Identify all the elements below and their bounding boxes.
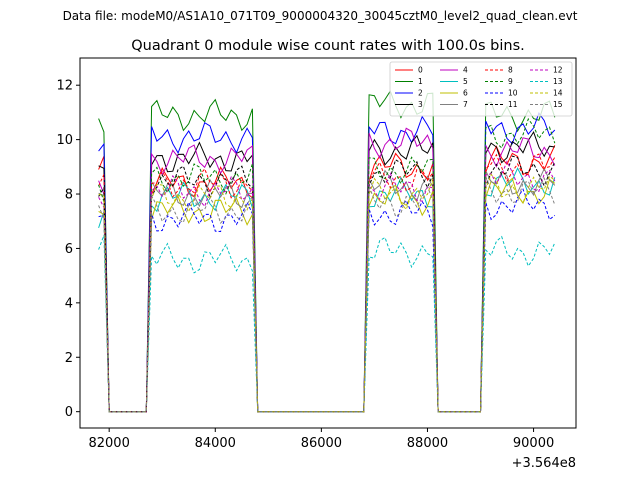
series-line-9: [98, 117, 556, 413]
series-line-11: [98, 155, 556, 413]
series-line-2: [98, 112, 556, 413]
y-tick-label: 10: [56, 133, 73, 148]
series-line-12: [98, 160, 556, 413]
series-line-6: [98, 177, 556, 413]
series-line-15: [98, 176, 556, 413]
x-tick-label: 86000: [301, 436, 342, 451]
legend-label-11: 11: [508, 100, 518, 109]
x-tick-label: 88000: [407, 436, 448, 451]
legend-label-8: 8: [508, 66, 513, 75]
y-tick-label: 4: [65, 296, 73, 311]
legend-label-2: 2: [418, 89, 423, 98]
legend-label-6: 6: [463, 89, 468, 98]
x-tick-label: 84000: [195, 436, 236, 451]
legend-label-4: 4: [463, 66, 468, 75]
y-tick-label: 0: [65, 405, 73, 420]
legend-label-13: 13: [553, 77, 563, 86]
series-line-10: [98, 188, 556, 413]
y-tick-label: 6: [65, 242, 73, 257]
legend-label-10: 10: [508, 89, 518, 98]
legend-label-9: 9: [508, 77, 513, 86]
x-offset-label: +3.564e8: [512, 456, 576, 471]
y-tick-label: 2: [65, 351, 73, 366]
legend-label-3: 3: [418, 100, 423, 109]
x-axis: 82000 84000 86000 88000 90000: [88, 428, 554, 451]
plot-frame: [79, 57, 577, 429]
series-layer: [98, 89, 556, 413]
x-tick-label: 82000: [88, 436, 129, 451]
y-axis: 0 2 4 6 8 10 12: [56, 79, 80, 420]
chart-title: Quadrant 0 module wise count rates with …: [131, 38, 525, 54]
legend-label-15: 15: [553, 100, 563, 109]
y-tick-label: 12: [56, 79, 73, 94]
legend-label-7: 7: [463, 100, 468, 109]
series-line-1: [98, 89, 556, 413]
series-line-14: [98, 173, 556, 413]
legend-label-12: 12: [553, 66, 563, 75]
y-tick-label: 8: [65, 188, 73, 203]
legend-label-5: 5: [463, 77, 468, 86]
series-line-3: [98, 130, 555, 413]
legend-label-1: 1: [418, 77, 423, 86]
x-tick-label: 90000: [513, 436, 554, 451]
legend-label-14: 14: [553, 89, 563, 98]
series-line-8: [98, 153, 556, 413]
series-line-13: [98, 235, 556, 413]
legend-label-0: 0: [418, 66, 423, 75]
legend-box: [389, 61, 573, 117]
chart-suptitle: Data file: modeM0/AS1A10_071T09_90000043…: [63, 9, 578, 23]
